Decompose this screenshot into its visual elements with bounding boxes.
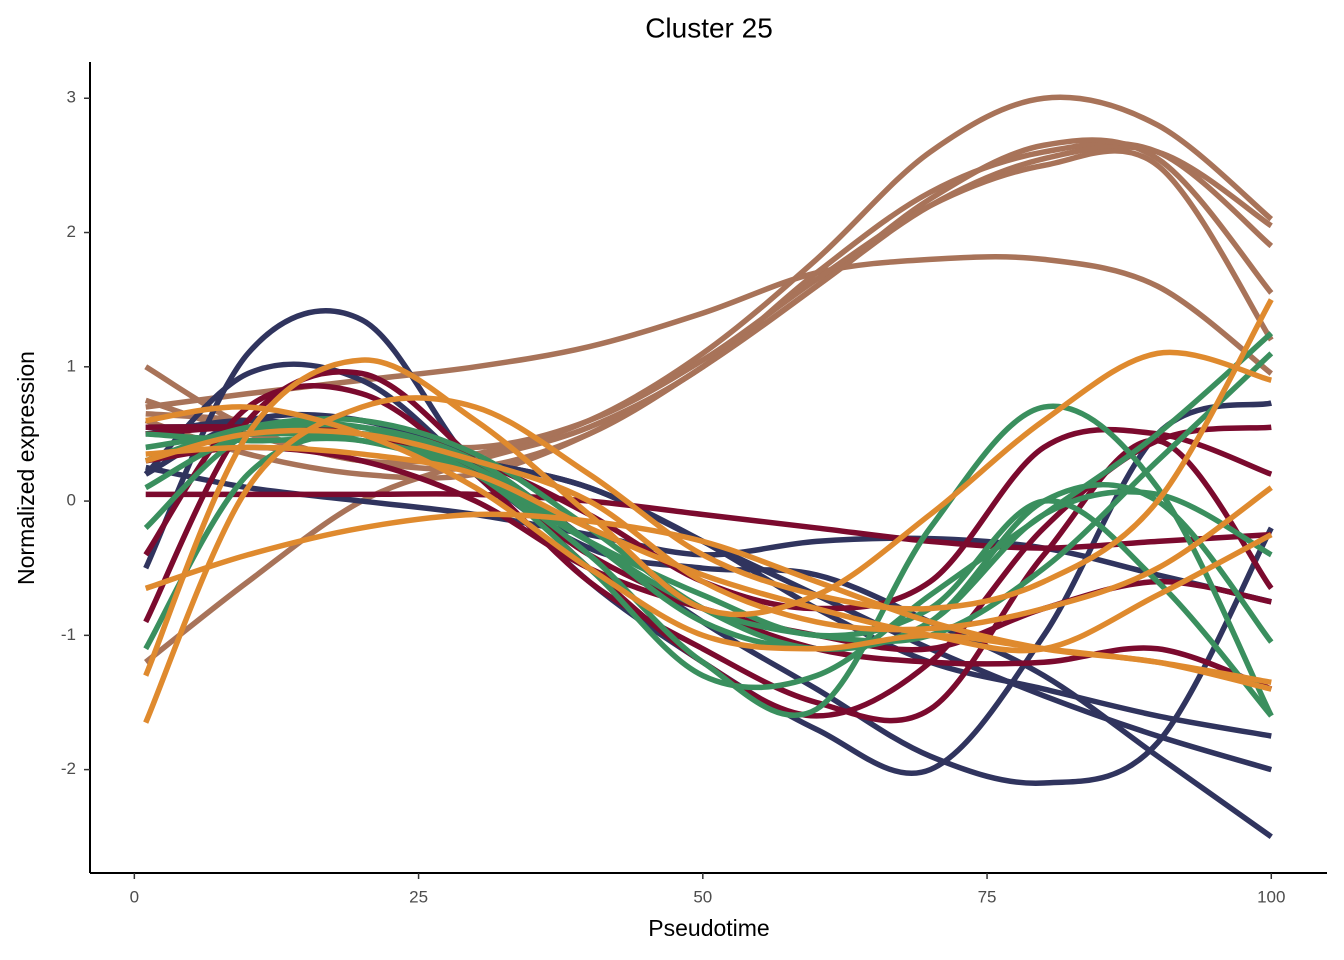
y-axis-title: Normalized expression: [13, 351, 39, 585]
series-line: [145, 444, 1273, 654]
plot-area: 0 25 50 75 100 -2 -1 0 1 2 3: [61, 62, 1327, 906]
series-line: [145, 491, 1272, 551]
y-tick-label: 0: [67, 491, 76, 510]
chart-title: Cluster 25: [645, 12, 773, 43]
series-line: [145, 404, 1272, 686]
x-tick-label: 0: [130, 887, 139, 906]
series-line: [143, 308, 1273, 839]
series-line: [144, 137, 1274, 481]
x-axis-title: Pseudotime: [648, 915, 769, 941]
series-line: [143, 298, 1274, 724]
y-tick-label: 1: [67, 356, 76, 375]
series-line: [145, 430, 1274, 718]
x-tick-label: 50: [693, 887, 712, 906]
y-tick-label: 2: [67, 222, 76, 241]
y-tick-label: -1: [61, 625, 76, 644]
x-tick-label: 75: [978, 887, 997, 906]
x-tick-label: 100: [1257, 887, 1285, 906]
series-line: [145, 427, 1273, 633]
series-line: [145, 254, 1273, 410]
series-line: [145, 148, 1274, 451]
x-tick-label: 25: [409, 887, 428, 906]
series-line: [143, 383, 1274, 724]
y-tick-label: -2: [61, 759, 76, 778]
y-tick-label: 3: [67, 88, 76, 107]
series-line: [143, 349, 1273, 677]
